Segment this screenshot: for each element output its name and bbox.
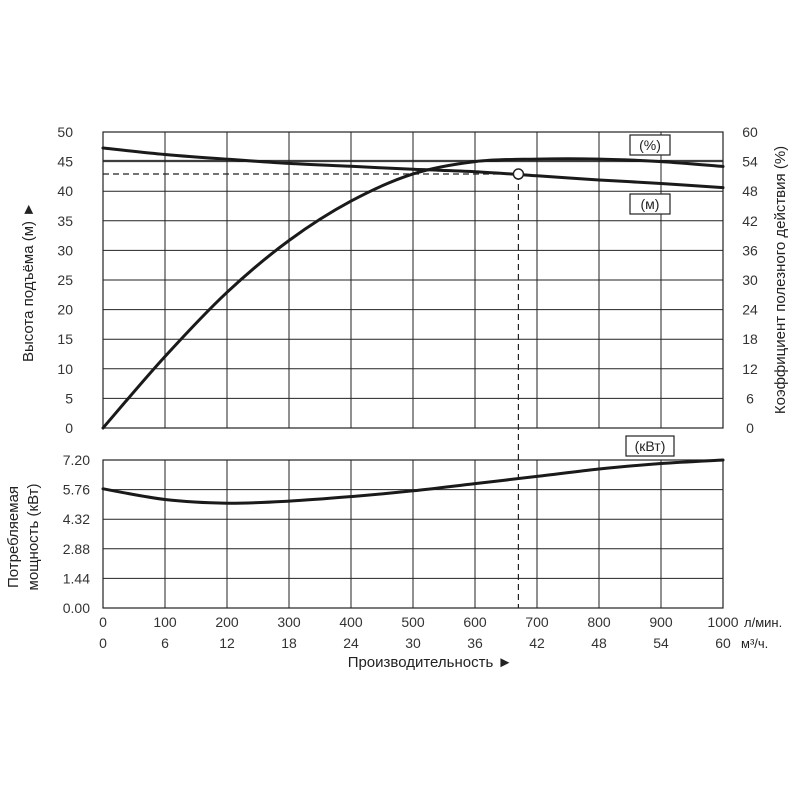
tick-head-6: 30 <box>57 242 73 258</box>
tick-head-9: 45 <box>57 154 73 170</box>
power-grid <box>102 459 724 609</box>
tick-lmin-5: 500 <box>401 614 425 630</box>
tick-m3h-7: 42 <box>529 635 545 651</box>
legend-efficiency: (%) <box>629 134 671 156</box>
tick-power-4: 5.76 <box>63 482 90 498</box>
legend-power-box <box>625 435 675 457</box>
tick-efficiency-10: 60 <box>742 124 758 140</box>
tick-lmin-9: 900 <box>649 614 673 630</box>
tick-head-8: 40 <box>57 183 73 199</box>
tick-lmin-3: 300 <box>277 614 301 630</box>
tick-power-0: 0.00 <box>63 600 90 616</box>
tick-labels: 0510152025303540455006121824303642485460… <box>57 124 758 651</box>
tick-lmin-4: 400 <box>339 614 363 630</box>
legend-head-label: (м) <box>641 196 660 212</box>
legend-head: (м) <box>629 193 671 215</box>
y-axis-power-title-line1: Потребляемая <box>5 486 22 588</box>
legend-head-box <box>629 193 671 215</box>
tick-m3h-9: 54 <box>653 635 669 651</box>
tick-efficiency-7: 42 <box>742 213 758 229</box>
x-axis-title: Производительность ► <box>348 654 513 671</box>
tick-efficiency-9: 54 <box>742 154 758 170</box>
tick-m3h-4: 24 <box>343 635 359 651</box>
y-axis-power-title-line2: мощность (кВт) <box>25 484 42 591</box>
tick-m3h-10: 60 <box>715 635 731 651</box>
tick-m3h-6: 36 <box>467 635 483 651</box>
tick-m3h-1: 6 <box>161 635 169 651</box>
tick-head-5: 25 <box>57 272 73 288</box>
y-axis-head-title: Высота подъёма (м) ► <box>20 202 37 362</box>
tick-m3h-3: 18 <box>281 635 297 651</box>
tick-efficiency-0: 0 <box>746 420 754 436</box>
tick-lmin-6: 600 <box>463 614 487 630</box>
x-unit-primary: л/мин. <box>744 615 782 630</box>
tick-lmin-0: 0 <box>99 614 107 630</box>
tick-efficiency-8: 48 <box>742 183 758 199</box>
tick-power-5: 7.20 <box>63 452 90 468</box>
tick-head-1: 5 <box>65 390 73 406</box>
legend-power-label: (кВт) <box>635 438 666 454</box>
tick-efficiency-6: 36 <box>742 242 758 258</box>
tick-head-4: 20 <box>57 302 73 318</box>
tick-efficiency-2: 12 <box>742 361 758 377</box>
duty-point-marker <box>512 168 525 180</box>
power-curve <box>101 458 725 505</box>
tick-efficiency-3: 18 <box>742 331 758 347</box>
frame-bottom <box>102 459 724 609</box>
legend-efficiency-box <box>629 134 671 156</box>
efficiency-curve <box>101 157 725 430</box>
tick-m3h-5: 30 <box>405 635 421 651</box>
frame-top <box>102 131 724 429</box>
tick-efficiency-4: 24 <box>742 302 758 318</box>
tick-m3h-8: 48 <box>591 635 607 651</box>
tick-lmin-10: 1000 <box>707 614 738 630</box>
tick-lmin-7: 700 <box>525 614 549 630</box>
tick-power-1: 1.44 <box>63 570 90 586</box>
tick-lmin-8: 800 <box>587 614 611 630</box>
y-axis-efficiency-title: Коэффициент полезного действия (%) <box>772 146 789 414</box>
tick-m3h-0: 0 <box>99 635 107 651</box>
tick-head-0: 0 <box>65 420 73 436</box>
x-unit-secondary: м³/ч. <box>741 636 768 651</box>
head-efficiency-grid <box>102 131 724 429</box>
tick-efficiency-1: 6 <box>746 390 754 406</box>
tick-power-3: 4.32 <box>63 511 90 527</box>
tick-power-2: 2.88 <box>63 541 90 557</box>
tick-efficiency-5: 30 <box>742 272 758 288</box>
tick-lmin-1: 100 <box>153 614 177 630</box>
tick-m3h-2: 12 <box>219 635 235 651</box>
tick-head-7: 35 <box>57 213 73 229</box>
legend-efficiency-label: (%) <box>639 137 661 153</box>
legend-power: (кВт) <box>625 435 675 457</box>
tick-head-2: 10 <box>57 361 73 377</box>
tick-head-3: 15 <box>57 331 73 347</box>
tick-lmin-2: 200 <box>215 614 239 630</box>
curves <box>101 146 725 608</box>
tick-head-10: 50 <box>57 124 73 140</box>
head-curve <box>101 146 725 190</box>
